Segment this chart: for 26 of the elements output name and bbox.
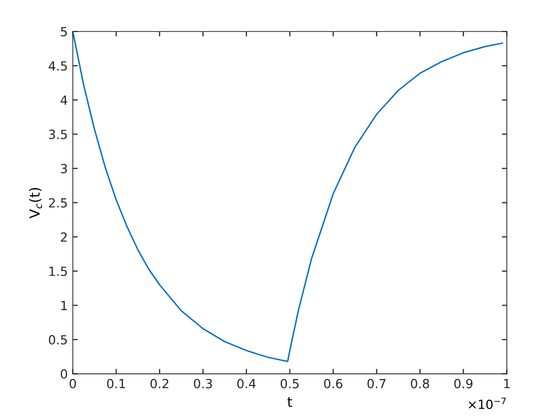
x-tick-label: 0.2 [150, 378, 168, 388]
y-tick-label: 5 [60, 27, 67, 36]
y-tick-label: 4 [60, 96, 68, 105]
y-tick-label: 1 [61, 300, 67, 310]
text: ×10$^{−7}$ [468, 398, 506, 410]
y-tick-label: 2.5 [48, 198, 67, 208]
x-axis-title: t [287, 397, 292, 407]
y-tick-label: 2 [60, 232, 67, 242]
x-tick-label: 0.7 [367, 378, 386, 388]
y-axis-title: V$_{c}$(t) [29, 188, 42, 218]
y-tick-label: 3 [60, 164, 67, 174]
y-tick-label: 3.5 [49, 130, 67, 140]
y-tick-label: 1.5 [49, 266, 67, 276]
x-tick-label: 0.3 [194, 378, 212, 388]
x-tick-label: 0.8 [410, 378, 430, 388]
y-tick-label: 0.5 [48, 335, 67, 344]
x-tick-label: 1 [504, 379, 510, 388]
x-tick-label: 0.6 [324, 378, 342, 388]
y-tick-label: 4.5 [48, 61, 67, 71]
x-tick-label: 0.5 [280, 378, 299, 388]
x-tick-label: 0.9 [454, 378, 472, 388]
x-tick-label: 0.1 [107, 378, 125, 388]
line-series [72, 32, 504, 362]
x-tick-label: 0.4 [237, 378, 256, 388]
x-tick-label: 0 [70, 378, 76, 388]
y-tick-label: 0 [60, 369, 68, 379]
